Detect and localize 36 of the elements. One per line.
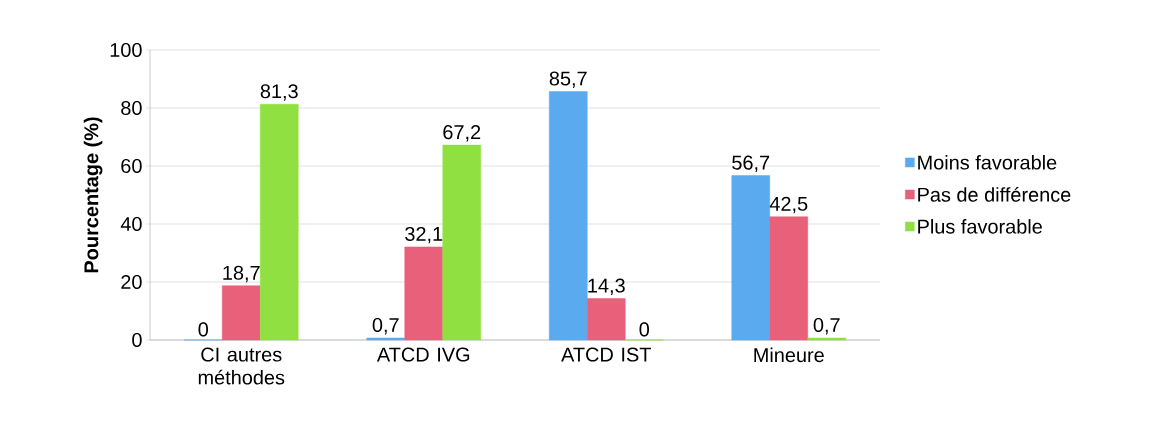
y-tick-label: 40 (120, 216, 142, 232)
bar (731, 175, 770, 341)
legend-label: Pas de différence (918, 186, 1071, 202)
y-tick-label: 0 (132, 332, 142, 348)
legend-label: Moins favorable (918, 155, 1057, 170)
x-tick-label: Mineure (754, 347, 824, 363)
data-label: 32,1 (405, 226, 443, 244)
x-tick-label: ATCD IVG (376, 347, 470, 362)
bar (366, 337, 405, 341)
data-label: 0 (198, 322, 209, 337)
y-tick-label: 100 (110, 42, 142, 58)
data-label: 0,7 (813, 317, 840, 335)
x-tick-label: CI autres méthodes (198, 347, 285, 385)
data-label: 42,5 (769, 196, 808, 214)
data-label: 56,7 (732, 155, 770, 172)
bar (404, 246, 443, 341)
y-axis-title: Pourcentage (%) (83, 117, 103, 273)
bar (222, 285, 261, 341)
data-label: 18,7 (223, 265, 260, 283)
data-label: 0,7 (372, 317, 399, 335)
bar (549, 91, 588, 341)
data-label: 14,3 (588, 278, 625, 295)
data-label: 0 (639, 322, 650, 337)
y-tick-label: 20 (121, 274, 142, 290)
data-label: 81,3 (260, 84, 298, 101)
legend-label: Plus favorable (918, 219, 1042, 234)
y-tick-label: 60 (121, 158, 142, 174)
y-tick-label: 80 (121, 100, 142, 116)
bar (442, 144, 481, 341)
data-label: 85,7 (549, 71, 587, 88)
bar (587, 298, 626, 341)
bar (769, 216, 808, 341)
x-tick-label: ATCD IST (561, 347, 651, 362)
data-label: 67,2 (443, 125, 481, 142)
bar (260, 103, 299, 341)
bar (807, 337, 847, 341)
